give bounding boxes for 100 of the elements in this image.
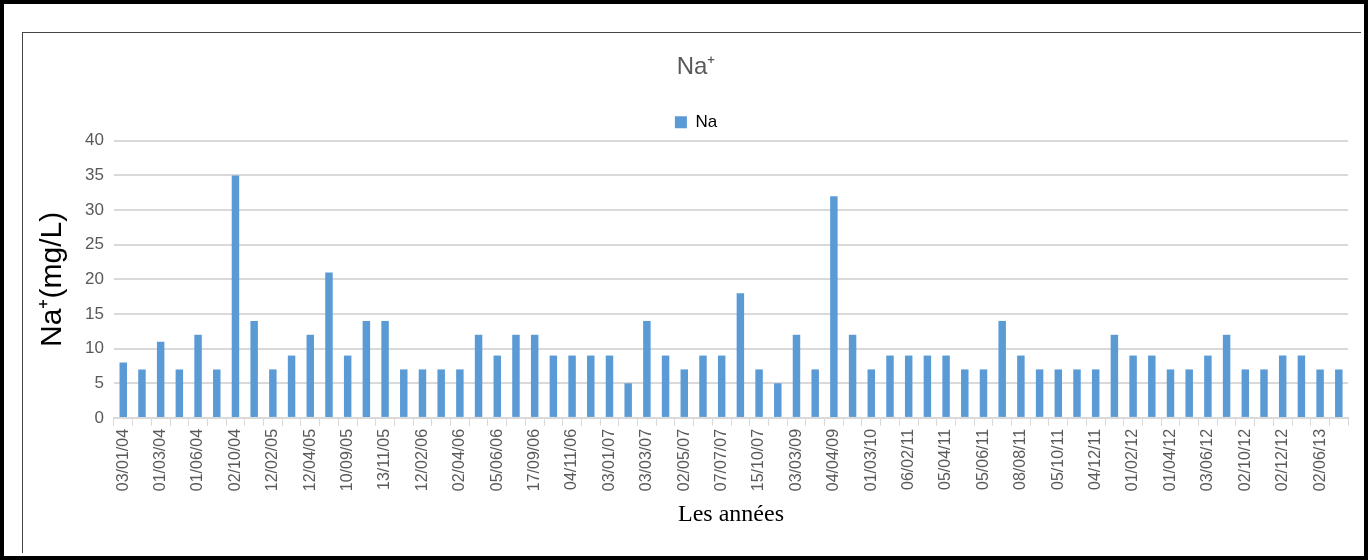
x-tick-label: 08/08/11 (1011, 428, 1029, 491)
bar (1129, 355, 1137, 417)
bar (1110, 334, 1119, 417)
bar (1035, 369, 1044, 417)
x-tick-label: 02/10/12 (1235, 428, 1253, 492)
x-tick-label: 10/09/05 (338, 428, 356, 492)
x-tick-label: 04/04/09 (824, 428, 842, 492)
bar (1222, 334, 1231, 417)
x-tick-label: 05/04/11 (936, 428, 954, 491)
bar (904, 355, 913, 417)
x-tick-label: 04/12/11 (1086, 428, 1104, 491)
bar (437, 369, 445, 417)
bar (530, 334, 539, 417)
x-tick-label: 17/09/06 (525, 428, 543, 492)
bar (1335, 369, 1343, 417)
x-tick-label: 03/03/07 (637, 428, 655, 492)
x-tick-label: 03/01/04 (113, 428, 131, 492)
x-tick-label: 02/05/07 (674, 428, 692, 492)
x-tick-label: 02/04/06 (450, 428, 468, 492)
bar (867, 369, 876, 417)
bar (156, 341, 165, 417)
bar (512, 334, 520, 417)
bar (1017, 355, 1025, 417)
y-tick-label: 5 (94, 372, 104, 392)
bar (1278, 355, 1287, 417)
bar (175, 369, 184, 417)
bar (998, 320, 1006, 417)
x-axis-title: Les années (678, 499, 785, 526)
bar (287, 355, 296, 417)
bar (362, 320, 371, 417)
bar (194, 334, 202, 417)
y-tick-label: 30 (84, 199, 104, 219)
bar (661, 355, 670, 417)
bar (811, 369, 819, 417)
bar (830, 196, 838, 417)
x-tick-label: 07/07/07 (712, 428, 730, 492)
bar (643, 320, 651, 417)
chart-title: Na⁺ (676, 52, 716, 80)
x-tick-label: 02/06/13 (1310, 428, 1328, 492)
x-tick-label: 01/02/12 (1123, 428, 1141, 492)
bar (456, 369, 464, 417)
bar (979, 369, 988, 417)
bar (474, 334, 483, 417)
x-tick-label: 02/10/04 (225, 428, 243, 492)
bar (1241, 369, 1250, 417)
x-tick-label: 05/10/11 (1048, 428, 1066, 491)
bar (119, 362, 127, 417)
bar (231, 175, 240, 417)
x-tick-label: 12/02/06 (412, 428, 430, 492)
bar (269, 369, 277, 417)
bar (942, 355, 950, 417)
bar (774, 383, 782, 417)
x-tick-label: 01/04/12 (1160, 428, 1178, 492)
bar (605, 355, 614, 417)
bar (886, 355, 894, 417)
x-tick-label: 12/02/05 (263, 428, 281, 492)
bar (343, 355, 352, 417)
bar (1166, 369, 1175, 417)
bar (400, 369, 408, 417)
bar (755, 369, 763, 417)
bar (792, 334, 801, 417)
bar (138, 369, 146, 417)
y-tick-label: 40 (84, 130, 104, 150)
x-tick-label: 03/01/07 (599, 428, 617, 492)
y-tick-label: 15 (84, 303, 104, 323)
y-axis-title: Na⁺(mg/L) (34, 211, 68, 347)
x-tick-label: 01/03/10 (861, 428, 879, 492)
bar (418, 369, 427, 417)
bar (250, 320, 258, 417)
y-tick-label: 10 (84, 338, 104, 358)
bar (1148, 355, 1156, 417)
y-tick-label: 20 (84, 269, 104, 289)
bar (1091, 369, 1100, 417)
bar (325, 272, 333, 417)
bar (699, 355, 707, 417)
x-tick-label: 05/06/06 (487, 428, 505, 492)
bar (680, 369, 689, 417)
bar (848, 334, 857, 417)
x-tick-label: 03/03/09 (786, 428, 804, 492)
bar (1185, 369, 1193, 417)
bar (493, 355, 502, 417)
y-tick-label: 0 (94, 407, 104, 427)
x-tick-label: 15/10/07 (749, 428, 767, 492)
y-tick-label: 25 (84, 234, 104, 254)
bar (381, 320, 389, 417)
x-tick-label: 03/06/12 (1198, 428, 1216, 492)
x-tick-label: 12/04/05 (300, 428, 318, 492)
bar (736, 293, 745, 417)
bar (549, 355, 558, 417)
bar (624, 383, 632, 417)
bar (1054, 369, 1063, 417)
x-tick-label: 06/02/11 (899, 428, 917, 491)
legend-label: Na (695, 111, 718, 131)
bar (1260, 369, 1268, 417)
x-tick-label: 05/06/11 (973, 428, 991, 491)
y-tick-label: 35 (84, 165, 104, 185)
x-tick-label: 13/11/05 (375, 428, 393, 491)
bar (1316, 369, 1324, 417)
bar (923, 355, 932, 417)
x-tick-label: 02/12/12 (1273, 428, 1291, 492)
